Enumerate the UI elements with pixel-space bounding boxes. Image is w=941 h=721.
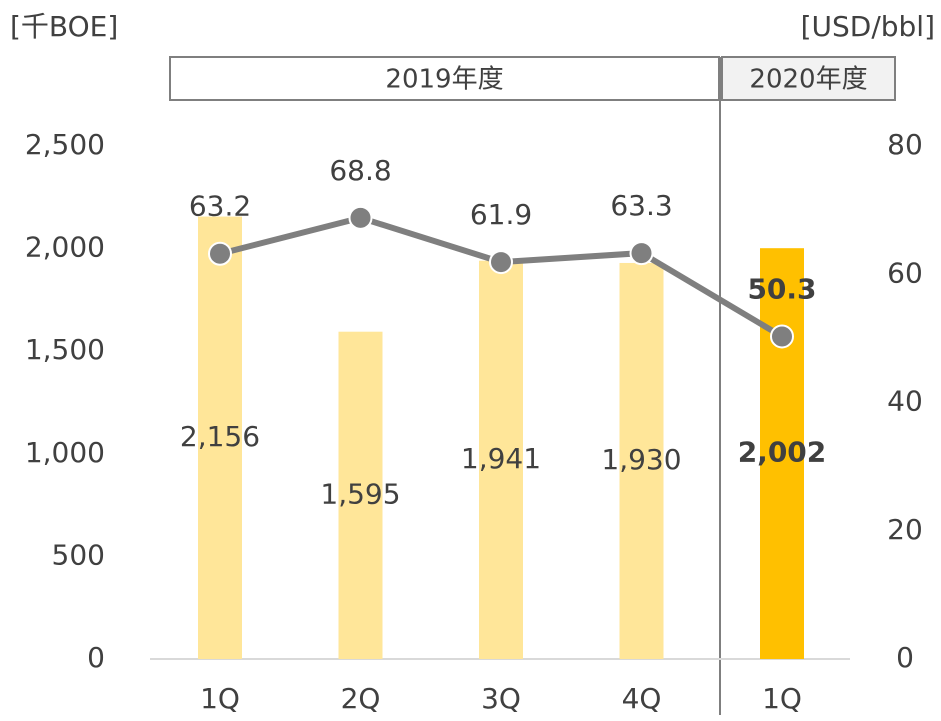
bar-value-label: 1,595 (320, 477, 400, 510)
y2-axis-label: [USD/bbl] (801, 10, 935, 43)
y-tick-label: 1,500 (25, 333, 105, 366)
bar (198, 216, 242, 659)
bar-value-label: 2,002 (738, 436, 827, 469)
marker (208, 241, 232, 266)
y2-tick-label: 0 (896, 641, 914, 674)
line-value-label: 50.3 (747, 272, 816, 305)
group-label: 2020年度 (749, 65, 867, 95)
y2-tick-label: 80 (887, 128, 923, 161)
group-box (721, 56, 896, 101)
y-axis-label: [千BOE] (10, 10, 118, 43)
y-tick-label: 1,000 (25, 436, 105, 469)
x-tick-label: 1Q (762, 682, 802, 715)
group-box (169, 56, 720, 101)
y2-tick-label: 40 (887, 385, 923, 418)
bar (479, 260, 523, 659)
marker (770, 324, 794, 349)
y2-tick-label: 20 (887, 513, 923, 546)
bar (338, 331, 383, 659)
y-tick-label: 2,500 (25, 128, 105, 161)
marker (489, 250, 513, 275)
x-tick-label: 3Q (481, 682, 521, 715)
bar-value-label: 2,156 (180, 420, 260, 453)
line-value-label: 63.3 (610, 189, 672, 222)
y2-tick-label: 60 (887, 256, 923, 289)
line-value-label: 61.9 (470, 198, 532, 231)
x-tick-label: 1Q (200, 682, 240, 715)
y-tick-label: 0 (87, 641, 105, 674)
y-tick-label: 500 (52, 538, 105, 571)
group-label: 2019年度 (385, 65, 503, 95)
line-value-label: 63.2 (189, 190, 251, 223)
bar-value-label: 1,941 (461, 442, 541, 475)
x-tick-label: 2Q (341, 682, 381, 715)
bar (619, 262, 664, 659)
x-tick-label: 4Q (622, 682, 662, 715)
line-value-label: 68.8 (329, 154, 391, 187)
marker (629, 241, 654, 266)
bar-value-label: 1,930 (601, 443, 681, 476)
y-tick-label: 2,000 (25, 231, 105, 264)
bar (760, 248, 804, 659)
marker (348, 205, 373, 230)
